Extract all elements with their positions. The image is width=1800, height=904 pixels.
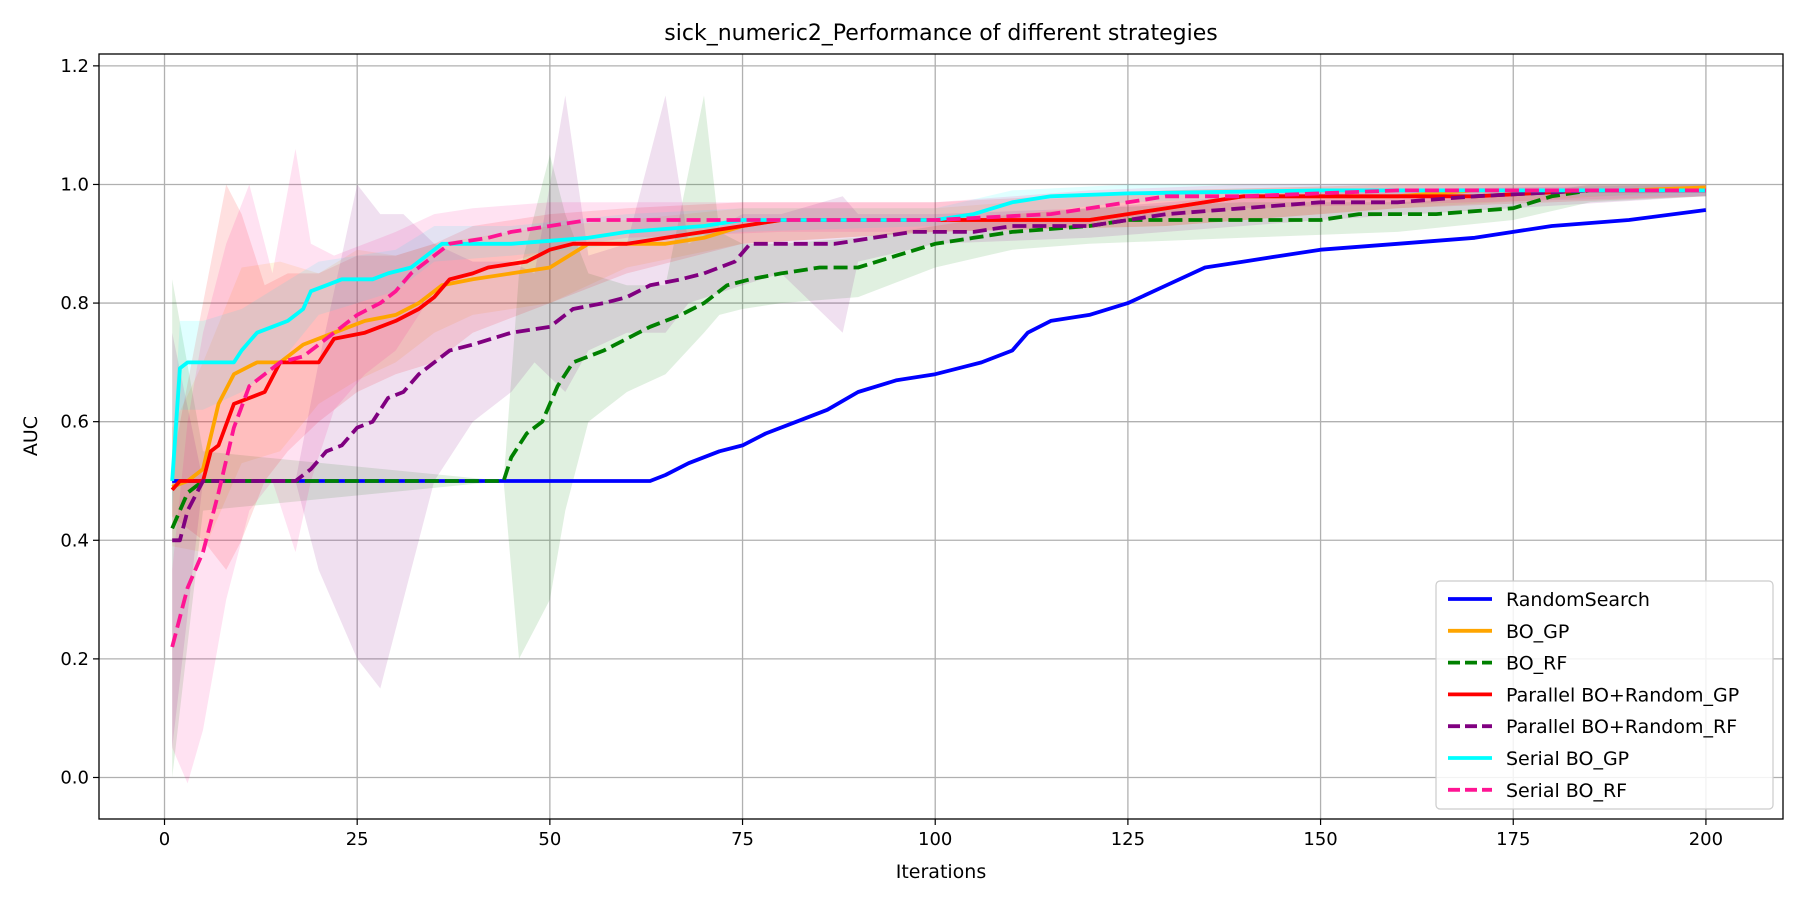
legend-label-3: Parallel BO+Random_GP: [1506, 684, 1739, 706]
x-axis-label: Iterations: [896, 861, 987, 883]
series-line-0: [172, 208, 1707, 483]
plot-frame: [98, 53, 1784, 820]
series-line-5: [170, 188, 1706, 482]
series-line-3: [170, 188, 1706, 492]
legend: RandomSearch BO_GP BO_RF Parallel BO+Random…: [1435, 580, 1774, 810]
series-line-6: [170, 188, 1706, 648]
legend-label-6: Serial BO_RF: [1506, 780, 1627, 802]
y-tick-label: 0.2: [60, 649, 89, 670]
y-tick-label: 1.0: [60, 174, 89, 195]
series-band-3: [172, 184, 1706, 570]
legend-label-0: RandomSearch: [1506, 589, 1650, 611]
legend-box: [1435, 580, 1774, 810]
legend-label-1: BO_GP: [1506, 621, 1569, 643]
legend-label-4: Parallel BO+Random_RF: [1506, 716, 1737, 738]
series-band-1: [172, 184, 1706, 553]
y-tick-label: 0.8: [60, 293, 89, 314]
series-line-4: [172, 188, 1706, 543]
y-axis-label: AUC: [20, 416, 42, 456]
y-tick-label: 0.6: [60, 412, 89, 433]
legend-label-5: Serial BO_GP: [1506, 748, 1629, 770]
x-tick-label: 200: [1689, 829, 1723, 850]
y-tick-label: 1.2: [60, 56, 89, 77]
line-layer: [170, 185, 1707, 648]
series-band-4: [172, 95, 1706, 748]
x-tick-label: 100: [918, 829, 952, 850]
x-tick-label: 50: [538, 829, 561, 850]
x-tick-label: 175: [1496, 829, 1530, 850]
series-line-2: [170, 188, 1706, 530]
x-tick-label: 150: [1303, 829, 1337, 850]
y-axis-ticks: 0.0 0.2 0.4 0.6 0.8 1.0 1.2: [60, 56, 99, 788]
x-tick-label: 125: [1111, 829, 1145, 850]
y-tick-label: 0.4: [60, 530, 89, 551]
x-tick-label: 75: [731, 829, 754, 850]
legend-label-2: BO_RF: [1506, 653, 1567, 675]
x-tick-label: 25: [346, 829, 369, 850]
x-axis-ticks: 0 25 50 75 100 125 150 175 200: [159, 819, 1723, 850]
chart-title: sick_numeric2_Performance of different s…: [664, 21, 1217, 46]
x-tick-label: 0: [159, 829, 170, 850]
y-tick-label: 0.0: [60, 767, 89, 788]
